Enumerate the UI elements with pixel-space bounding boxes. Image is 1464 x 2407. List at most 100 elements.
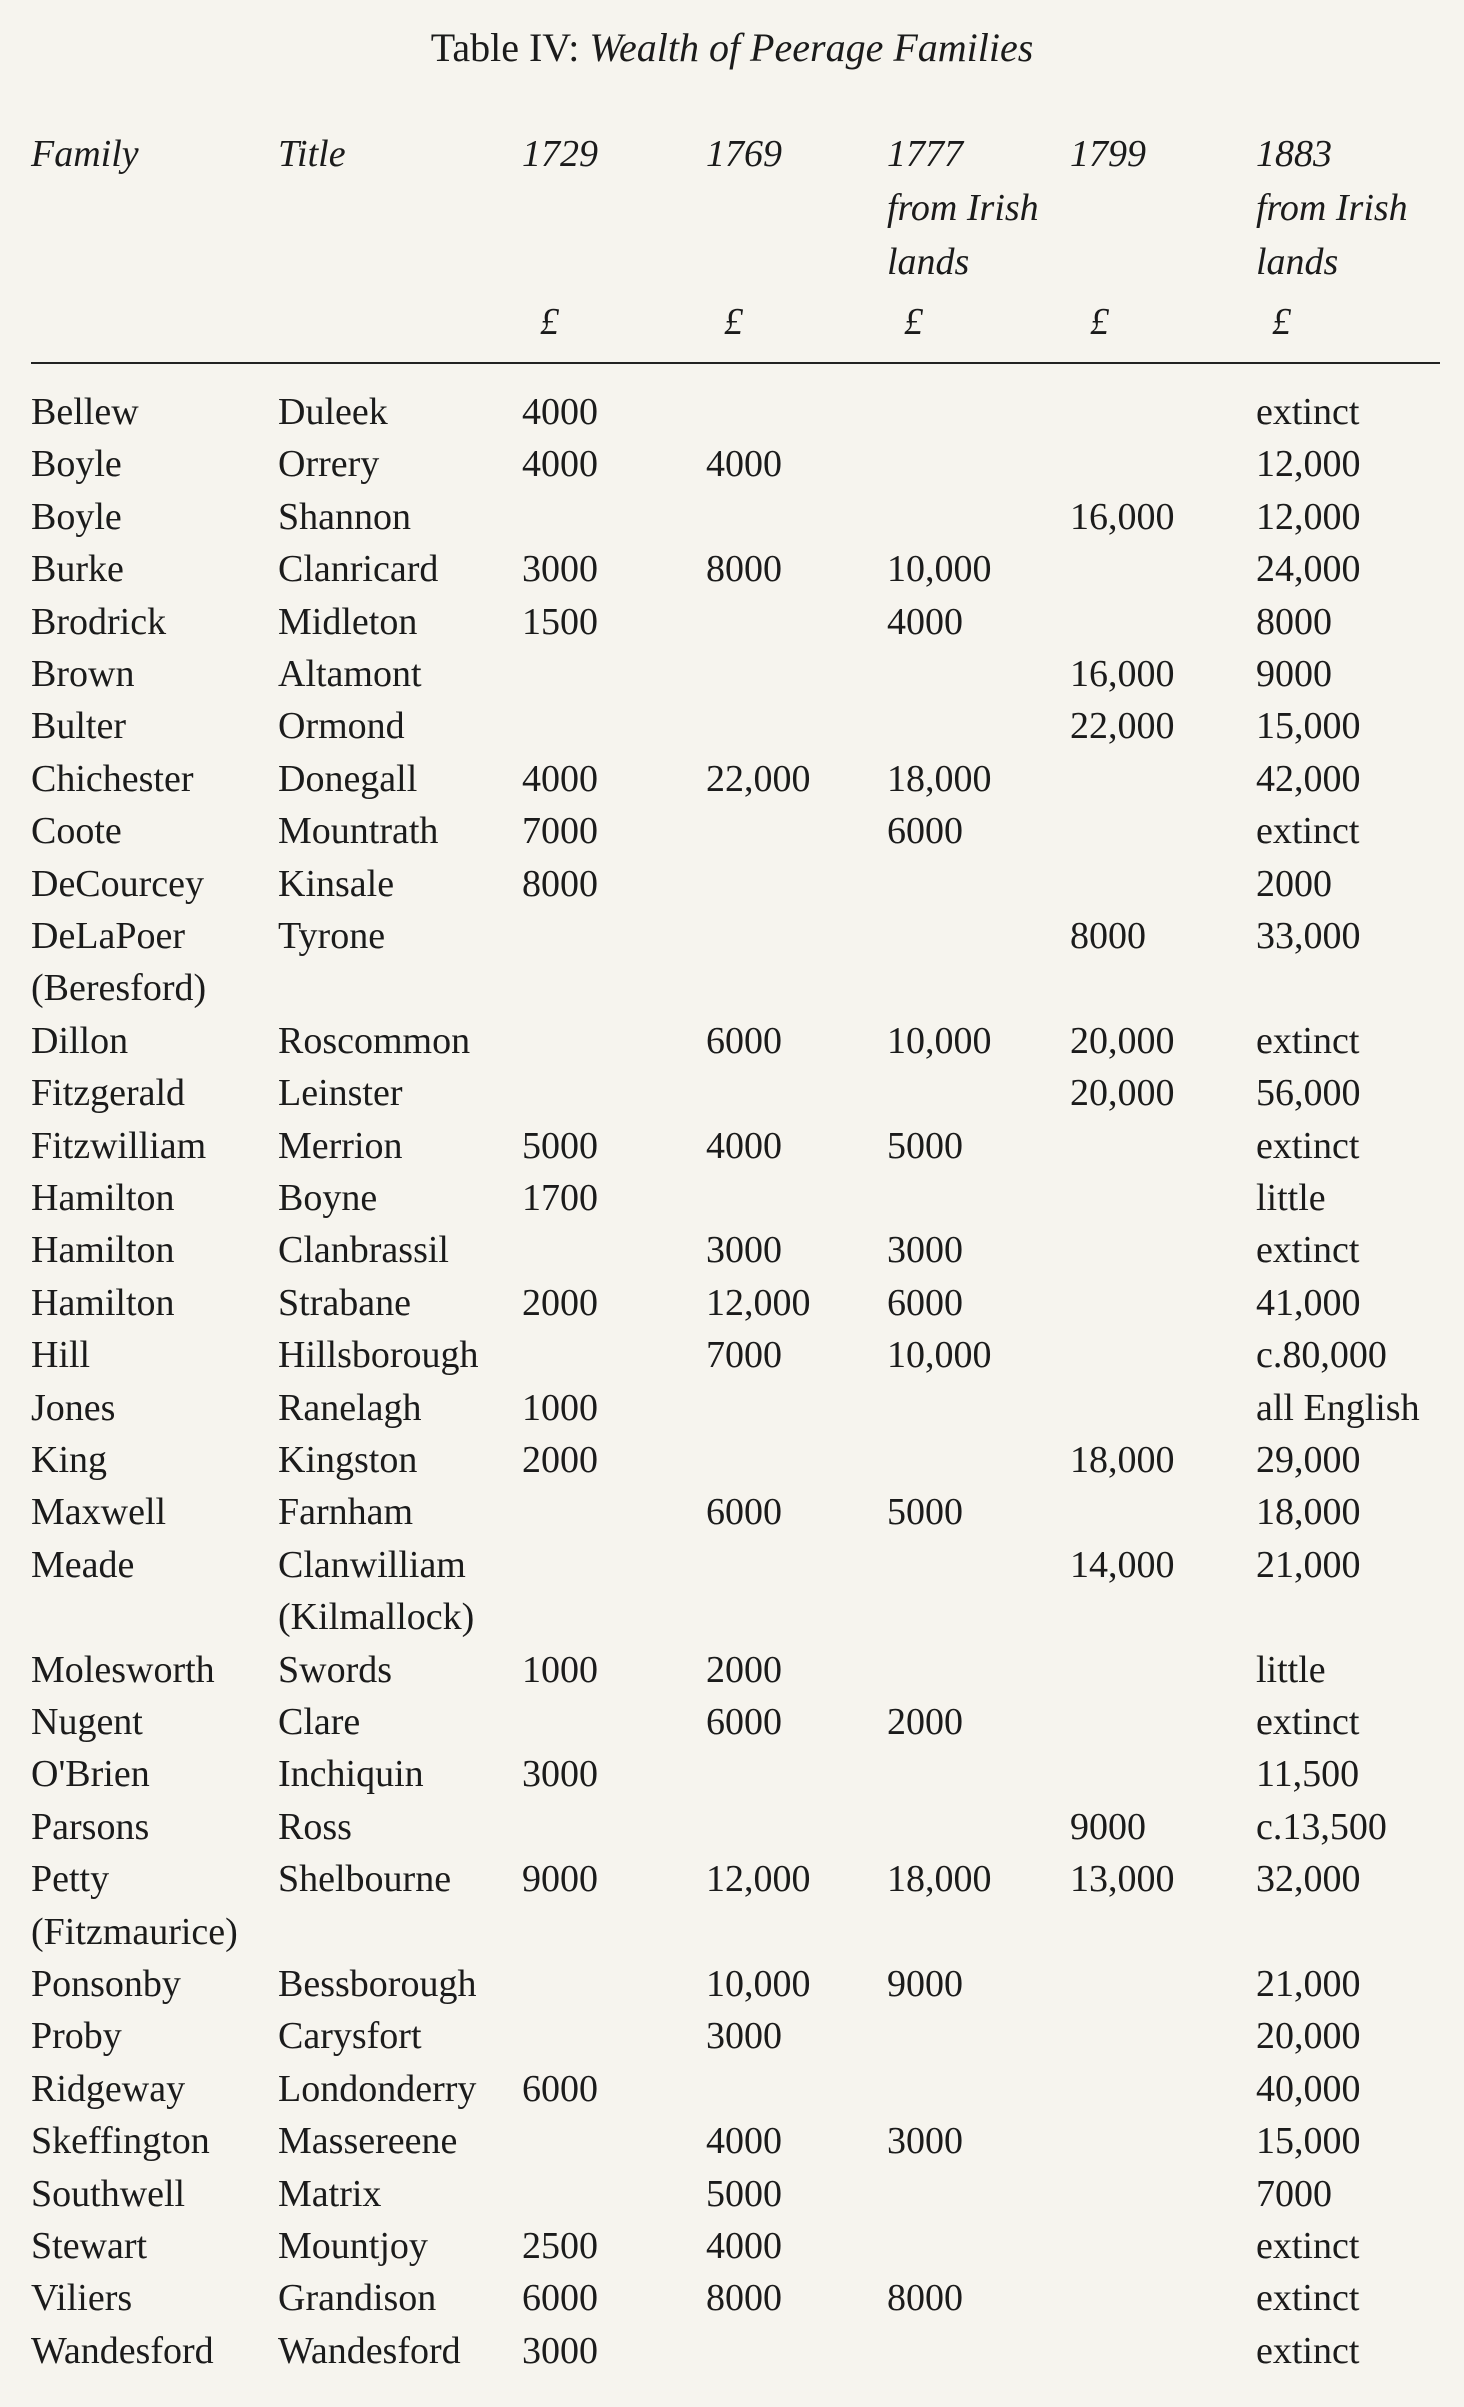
value-cell: 4000 (706, 443, 782, 486)
text-cell: Proby (31, 2015, 122, 2058)
text-cell: Meade (31, 1543, 135, 1586)
text-cell: Parsons (31, 1805, 150, 1848)
column-header: 1769 (706, 133, 782, 175)
value-cell: 9000 (1256, 653, 1332, 695)
text-cell: Ranelagh (278, 1386, 422, 1429)
text-cell: Altamont (278, 653, 422, 695)
column-header: 1883 (1256, 133, 1332, 175)
value-cell: 29,000 (1256, 1439, 1361, 1481)
value-cell: 8000 (887, 2277, 963, 2320)
value-cell: 2000 (522, 1439, 598, 1481)
value-cell: 6000 (706, 1019, 782, 1062)
text-cell: Londonderry (278, 2067, 477, 2110)
column-header: 1777 (887, 133, 963, 175)
text-cell: Hill (31, 1334, 91, 1377)
text-cell: Clare (278, 1701, 361, 1743)
value-cell: extinct (1256, 1019, 1360, 1062)
text-cell: Kinsale (278, 862, 395, 905)
value-cell: 13,000 (1070, 1858, 1175, 1901)
text-cell: Ormond (278, 705, 405, 748)
value-cell: extinct (1256, 2225, 1360, 2267)
value-cell: 22,000 (1070, 705, 1175, 748)
value-cell: 9000 (522, 1858, 598, 1901)
text-cell: Fitzgerald (31, 1072, 186, 1115)
column-header: 1729 (522, 133, 598, 175)
value-cell: 5000 (522, 1124, 598, 1167)
value-cell: 20,000 (1070, 1072, 1175, 1115)
table-title: Table IV: Wealth of Peerage Families (0, 22, 1464, 74)
value-cell: 6000 (706, 1701, 782, 1743)
value-cell: 6000 (887, 810, 963, 853)
value-cell: 4000 (706, 1124, 782, 1167)
value-cell: 6000 (522, 2277, 598, 2320)
text-cell: Swords (278, 1648, 393, 1691)
value-cell: 2000 (522, 1281, 598, 1324)
value-cell: 3000 (887, 2120, 963, 2163)
value-cell: 2000 (1256, 862, 1332, 905)
text-cell: Coote (31, 810, 122, 853)
value-cell: 15,000 (1256, 2120, 1361, 2163)
value-cell: 18,000 (1070, 1439, 1175, 1481)
currency-unit: £ (540, 301, 559, 343)
text-cell: Petty (31, 1858, 110, 1901)
title-text: Wealth of Peerage Families (589, 25, 1034, 70)
text-cell: Strabane (278, 1281, 411, 1324)
column-header: Family (31, 133, 139, 175)
text-cell: Shelbourne (278, 1858, 452, 1901)
text-cell: Ridgeway (31, 2067, 186, 2110)
value-cell: 6000 (706, 1491, 782, 1534)
value-cell: 3000 (522, 1753, 598, 1796)
text-cell: Bessborough (278, 1963, 477, 2005)
currency-unit: £ (724, 301, 743, 343)
text-cell: Merrion (278, 1124, 403, 1167)
text-cell: Inchiquin (278, 1753, 424, 1796)
value-cell: 32,000 (1256, 1858, 1361, 1901)
value-cell: 10,000 (706, 1963, 811, 2005)
text-cell: Nugent (31, 1701, 143, 1743)
text-cell: Kingston (278, 1439, 418, 1481)
value-cell: extinct (1256, 2277, 1360, 2320)
text-cell: Duleek (278, 391, 388, 433)
value-cell: 12,000 (706, 1858, 811, 1901)
column-header: lands (887, 241, 970, 283)
value-cell: 10,000 (887, 548, 992, 591)
value-cell: 15,000 (1256, 705, 1361, 748)
value-cell: 3000 (887, 1229, 963, 1272)
text-cell: Midleton (278, 600, 418, 643)
value-cell: c.13,500 (1256, 1805, 1387, 1848)
text-cell: Leinster (278, 1072, 403, 1115)
text-cell: Shannon (278, 495, 411, 538)
text-cell: Massereene (278, 2120, 458, 2163)
value-cell: all English (1256, 1386, 1420, 1429)
text-cell: DeCourcey (31, 862, 205, 905)
value-cell: 5000 (887, 1491, 963, 1534)
value-cell: 4000 (522, 757, 598, 800)
value-cell: 5000 (706, 2172, 782, 2215)
value-cell: 42,000 (1256, 757, 1361, 800)
value-cell: 56,000 (1256, 1072, 1361, 1115)
text-cell: Tyrone (278, 915, 386, 957)
value-cell: 1700 (522, 1177, 598, 1219)
value-cell: 40,000 (1256, 2067, 1361, 2110)
value-cell: 7000 (706, 1334, 782, 1377)
text-cell: Molesworth (31, 1648, 215, 1691)
text-cell: Fitzwilliam (31, 1124, 207, 1167)
value-cell: 16,000 (1070, 495, 1175, 538)
column-header: from Irish (887, 187, 1039, 229)
text-cell: Jones (31, 1386, 116, 1429)
text-cell: (Beresford) (31, 967, 207, 1010)
value-cell: extinct (1256, 2329, 1360, 2372)
value-cell: 12,000 (1256, 443, 1361, 486)
text-cell: Clanbrassil (278, 1229, 449, 1272)
value-cell: 18,000 (887, 1858, 992, 1901)
header-rule (31, 362, 1440, 364)
text-cell: (Kilmallock) (278, 1596, 475, 1639)
text-cell: Boyle (31, 443, 122, 486)
text-cell: Stewart (31, 2225, 148, 2267)
value-cell: 18,000 (887, 757, 992, 800)
text-cell: Brodrick (31, 600, 167, 643)
value-cell: 12,000 (706, 1281, 811, 1324)
column-header: 1799 (1070, 133, 1146, 175)
value-cell: 41,000 (1256, 1281, 1361, 1324)
